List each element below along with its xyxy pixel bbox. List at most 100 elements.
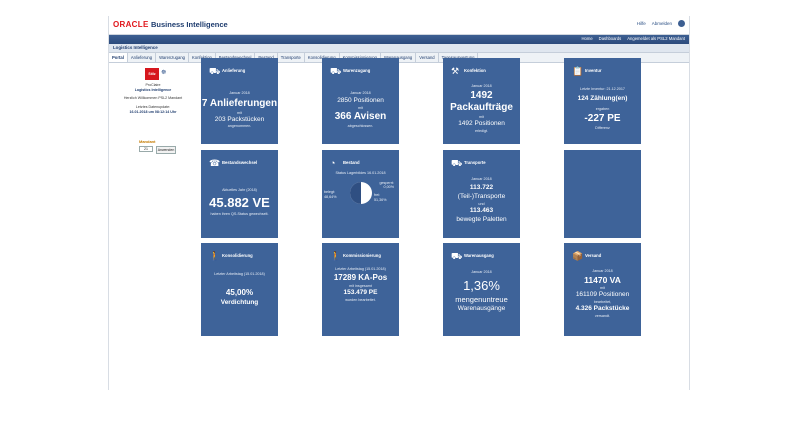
tile-empty (564, 150, 641, 238)
tile-text: haben ihren QS-Status gewechselt. (210, 212, 269, 216)
stock-pie-chart (350, 182, 372, 204)
tile-title: Bestandswechsel (222, 160, 258, 165)
tile-text: erledigt. (474, 129, 489, 133)
globe-icon[interactable] (678, 20, 685, 27)
tile-title: Inventur (585, 68, 602, 73)
tile-value: 153.479 PE (343, 289, 378, 296)
product-name: Logistics Intelligence (134, 88, 172, 92)
pie-chart-icon: ◔ (330, 158, 336, 168)
tile-text: 203 Packstücken (214, 116, 265, 123)
pie-label: gesperrt: (379, 181, 394, 185)
brand-sub: ProClaire (145, 83, 161, 87)
tile-text: mit insgesamt (349, 284, 372, 288)
subtitle-text: Logistics Intelligence (113, 45, 158, 50)
tile-versand[interactable]: 📦 Versand Januar 2018 11470 VA mit 16110… (564, 243, 641, 336)
tab-kommissionierung[interactable]: Kommissionierung (340, 53, 382, 62)
page-subtitle: Logistics Intelligence (109, 44, 689, 53)
tile-text: mit (479, 115, 484, 119)
tile-value: 4.326 Packstücke (575, 305, 630, 312)
tile-title: Transporte (464, 160, 486, 165)
tile-value: 1,36% (463, 278, 500, 293)
tile-transporte[interactable]: ⛟ Transporte Januar 2018 113.722 (Teil-)… (443, 150, 520, 238)
tile-title: Konfektion (464, 68, 486, 73)
tab-versand[interactable]: Versand (416, 53, 439, 62)
apply-button[interactable]: Anwenden (156, 146, 176, 154)
tile-text: angenommen. (227, 124, 252, 128)
person-icon: 🚶 (209, 251, 221, 261)
tile-warenausgang[interactable]: ⛟ Warenausgang Januar 2018 1,36% mengenu… (443, 243, 520, 336)
pie-label: belegt: (324, 190, 336, 194)
tile-warenzugang[interactable]: ⛟ Warenzugang Januar 2018 2850 Positione… (322, 58, 399, 144)
tile-text: ergaben (595, 107, 610, 111)
pie-slice-belegt (350, 182, 361, 204)
oracle-logo: ORACLE (113, 20, 149, 29)
nav-links: Home Dashboards Angemeldet als PSL2 Mand… (582, 36, 686, 41)
app-window: ORACLE Business Intelligence Hilfe Abmel… (108, 16, 690, 390)
top-links: Hilfe Abmelden (637, 20, 685, 27)
tile-text: und (478, 202, 485, 206)
tile-value: 113.463 (469, 207, 494, 214)
tab-anlieferung[interactable]: Anlieferung (128, 53, 157, 62)
tile-text: Warenausgänge (457, 305, 506, 312)
tile-period: Januar 2018 (471, 84, 492, 88)
tile-anlieferung[interactable]: ⛟ Anlieferung Januar 2018 7 Anlieferunge… (201, 58, 278, 144)
tile-title: Anlieferung (222, 68, 246, 73)
tile-text: Verdichtung (220, 299, 259, 306)
tile-text: versandt. (594, 314, 611, 318)
pie-label: 48,64% (324, 195, 337, 199)
tile-title: Warenzugang (343, 68, 371, 73)
welcome-text: Herzlich Willkommen PSL2 Mandant (123, 96, 183, 100)
tile-value: 45.882 VE (209, 195, 270, 210)
tab-konfektion[interactable]: Konfektion (189, 53, 216, 62)
tile-konfektion[interactable]: ⚒ Konfektion Januar 2018 1492 Packaufträ… (443, 58, 520, 144)
link-icon: ☸ (161, 70, 167, 76)
tile-text: 2850 Positionen (337, 97, 384, 104)
mandant-label: Mandant (139, 139, 156, 144)
update-label: Letztes Datenupdate: (135, 105, 171, 109)
tile-text: mit (358, 106, 363, 110)
tab-portal[interactable]: Portal (109, 53, 128, 62)
tile-text: 1492 Positionen (458, 120, 505, 127)
tile-title: Versand (585, 253, 602, 258)
tile-title: Bestand (343, 160, 360, 165)
help-link[interactable]: Hilfe (636, 21, 646, 26)
tab-bestandswechsel[interactable]: Bestandswechsel (216, 53, 256, 62)
home-link[interactable]: Home (581, 36, 593, 41)
dashboards-menu[interactable]: Dashboards (598, 36, 622, 41)
user-menu[interactable]: Angemeldet als PSL2 Mandant (627, 36, 685, 41)
tile-bestandswechsel[interactable]: ☎ Bestandswechsel Aktuelles Jahr (2018) … (201, 150, 278, 238)
tab-tagesauswertung[interactable]: Tagesauswertung (439, 53, 479, 62)
person-icon: 🚶 (330, 251, 342, 261)
tile-text: abgeschlossen. (347, 124, 374, 128)
tab-konsolidierung[interactable]: Konsolidierung (305, 53, 340, 62)
pie-label: 51,36% (374, 198, 387, 202)
pie-label: frei: (374, 193, 381, 197)
tile-text: wurden bearbeitet. (345, 298, 376, 302)
tab-warenausgang[interactable]: Warenausgang (381, 53, 417, 62)
tile-period: Januar 2018 (592, 269, 613, 273)
tile-value: 7 Anlieferungen (201, 98, 278, 109)
tile-period: Januar 2018 (350, 91, 371, 95)
tile-text: Differenz (595, 126, 610, 130)
tile-inventur[interactable]: 📋 Inventur Letzte Inventur: 21.12.2017 1… (564, 58, 641, 144)
logout-link[interactable]: Abmelden (651, 21, 672, 26)
tile-kommissionierung[interactable]: 🚶 Kommissionierung Letzter Arbeitstag (1… (322, 243, 399, 336)
phone-icon: ☎ (209, 158, 221, 168)
clipboard-icon: 📋 (572, 66, 584, 76)
tab-transporte[interactable]: Transporte (278, 53, 305, 62)
tile-title: Warenausgang (464, 253, 494, 258)
tile-value: 45,00% (225, 288, 254, 297)
tile-title: Kommissionierung (343, 253, 381, 258)
tab-warenzugang[interactable]: Warenzugang (156, 53, 189, 62)
tile-value: 17289 KA-Pos (333, 273, 388, 282)
tile-value: 366 Avisen (334, 111, 387, 122)
tab-bestand[interactable]: Bestand (255, 53, 278, 62)
tile-value: 11470 VA (584, 275, 621, 285)
truck-icon: ⛟ (209, 66, 221, 76)
tile-text: mengenuntreue (455, 295, 508, 304)
tile-text: mit (600, 286, 605, 290)
mandant-select[interactable]: 21 (139, 146, 153, 152)
tile-konsolidierung[interactable]: 🚶 Konsolidierung Letzter Arbeitstag (15.… (201, 243, 278, 336)
tile-period: Januar 2018 (229, 91, 250, 95)
tile-bestand[interactable]: ◔ Bestand Status Lagerbildes 16.01.2018 … (322, 150, 399, 238)
